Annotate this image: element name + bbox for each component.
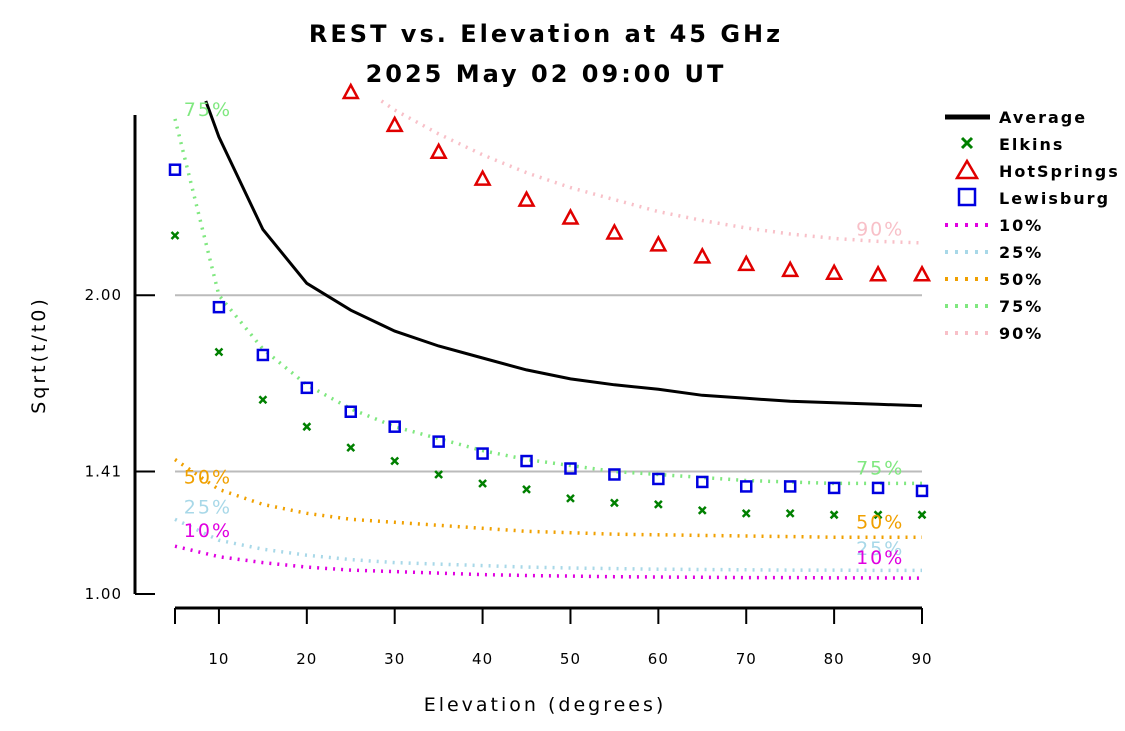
series-elkins-point <box>170 231 180 240</box>
series-elkins-point <box>214 347 224 357</box>
series-hotsprings-point <box>385 115 404 133</box>
series-lewisburg-point <box>256 348 270 362</box>
series-hotsprings-point <box>473 169 492 186</box>
percentile-label: 90% <box>856 218 904 240</box>
percentile-label: 25% <box>856 538 904 560</box>
legend-hotsprings-label: HotSprings <box>999 162 1120 181</box>
reference-lines <box>175 294 922 473</box>
x-tick-label: 70 <box>736 650 757 668</box>
percentile-label: 50% <box>856 511 904 533</box>
series-elkins-point <box>478 479 487 488</box>
plot-area <box>168 82 932 580</box>
y-tick-label: 2.00 <box>85 286 122 304</box>
legend-25-label: 25% <box>999 243 1043 262</box>
series-average-line <box>204 100 923 408</box>
series-elkins-point <box>697 505 707 515</box>
series-elkins-point <box>258 395 268 405</box>
series-hotsprings-point <box>605 222 624 240</box>
legend-lewisburg-label: Lewisburg <box>999 189 1110 208</box>
legend-hotsprings-swatch <box>954 158 980 180</box>
series-elkins-point <box>346 443 356 452</box>
series-lewisburg-point <box>432 435 445 448</box>
series-hotsprings-point <box>517 189 536 207</box>
series-lewisburg-point <box>871 481 885 495</box>
series-elkins-point <box>302 422 312 432</box>
legend: Average Elkins HotSprings Lewisburg 10% 25% 50… <box>945 108 1120 343</box>
chart-title-line1: REST vs. Elevation at 45 GHz <box>309 20 783 48</box>
series-hotsprings-point <box>649 234 668 252</box>
legend-90-label: 90% <box>999 324 1043 343</box>
series-lewisburg-point <box>168 163 182 176</box>
series-lewisburg-point <box>520 454 533 468</box>
series-10-line <box>174 544 923 580</box>
x-tick-label: 90 <box>911 650 932 668</box>
series-lewisburg-point <box>476 447 489 460</box>
series-hotsprings-point <box>868 264 888 282</box>
series-lewisburg-point <box>652 472 665 486</box>
percentile-label: 75% <box>184 99 232 121</box>
legend-lewisburg-swatch <box>957 187 977 207</box>
axis-ticks: 10 20 30 40 50 60 70 80 90 1.00 1.41 2.00 <box>85 286 932 668</box>
series-elkins-point <box>785 508 795 518</box>
series-elkins-point <box>653 499 663 509</box>
series-hotsprings-point <box>693 246 712 264</box>
series-hotsprings-point <box>561 207 580 225</box>
legend-elkins-swatch <box>960 136 974 150</box>
series-lewisburg-point <box>915 484 929 498</box>
x-tick-label: 20 <box>296 650 317 668</box>
series-lewisburg-point <box>344 405 358 418</box>
series-hotsprings-point <box>825 263 844 281</box>
percentile-label: 75% <box>856 457 904 479</box>
series-hotsprings-point <box>912 264 932 282</box>
percentile-label: 50% <box>184 466 232 488</box>
y-tick-label: 1.00 <box>85 585 122 603</box>
series-50-line <box>174 458 922 539</box>
x-tick-label: 40 <box>472 650 493 668</box>
series-hotsprings-point <box>781 260 800 278</box>
series-elkins-point <box>741 508 751 518</box>
series-lewisburg-point <box>300 381 314 395</box>
series-lewisburg-point <box>696 475 709 489</box>
series-lewisburg-point <box>783 480 797 493</box>
series-hotsprings-point <box>737 254 756 272</box>
series-elkins-point <box>434 470 444 479</box>
series-hotsprings-point <box>429 142 448 160</box>
series-hotsprings-point <box>341 82 360 100</box>
percentile-annotations: 75%50%25%10%90%75%50%25%10% <box>184 99 904 569</box>
axes <box>133 115 922 610</box>
y-axis-label: Sqrt(t/t0) <box>28 296 50 414</box>
x-tick-label: 80 <box>824 650 845 668</box>
x-axis-label: Elevation (degrees) <box>424 694 667 716</box>
series-lewisburg-point <box>388 420 401 433</box>
series-elkins-point <box>873 510 883 520</box>
series-lewisburg-point <box>739 480 753 493</box>
legend-average-label: Average <box>999 108 1087 127</box>
percentile-label: 10% <box>184 520 232 542</box>
series-lewisburg-point <box>212 300 226 314</box>
series-elkins-point <box>610 498 619 508</box>
x-tick-label: 50 <box>560 650 581 668</box>
series-elkins-point <box>829 510 839 520</box>
y-tick-label: 1.41 <box>85 462 122 480</box>
legend-elkins-label: Elkins <box>999 135 1064 154</box>
series-lewisburg-point <box>608 468 621 481</box>
x-tick-label: 60 <box>648 650 669 668</box>
legend-75-label: 75% <box>999 297 1043 316</box>
series-elkins-point <box>390 456 400 466</box>
legend-50-label: 50% <box>999 270 1043 289</box>
x-tick-label: 10 <box>208 650 229 668</box>
chart-title-line2: 2025 May 02 09:00 UT <box>366 60 727 88</box>
percentile-label: 10% <box>856 547 904 569</box>
series-lewisburg-point <box>564 462 577 475</box>
legend-10-label: 10% <box>999 216 1043 235</box>
x-tick-label: 30 <box>384 650 405 668</box>
percentile-label: 25% <box>184 496 232 518</box>
series-lewisburg-point <box>827 481 841 495</box>
series-elkins-point <box>566 494 575 503</box>
series-elkins-point <box>917 510 927 520</box>
series-elkins-point <box>522 485 531 494</box>
